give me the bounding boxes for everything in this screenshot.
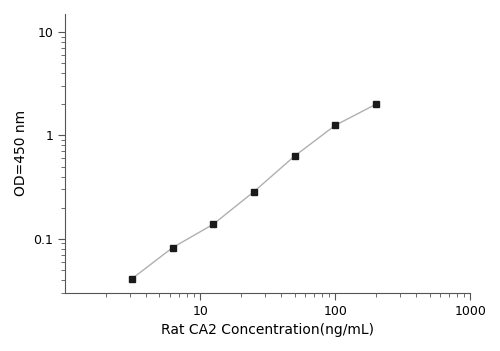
Y-axis label: OD=450 nm: OD=450 nm: [14, 110, 28, 196]
X-axis label: Rat CA2 Concentration(ng/mL): Rat CA2 Concentration(ng/mL): [161, 323, 374, 337]
